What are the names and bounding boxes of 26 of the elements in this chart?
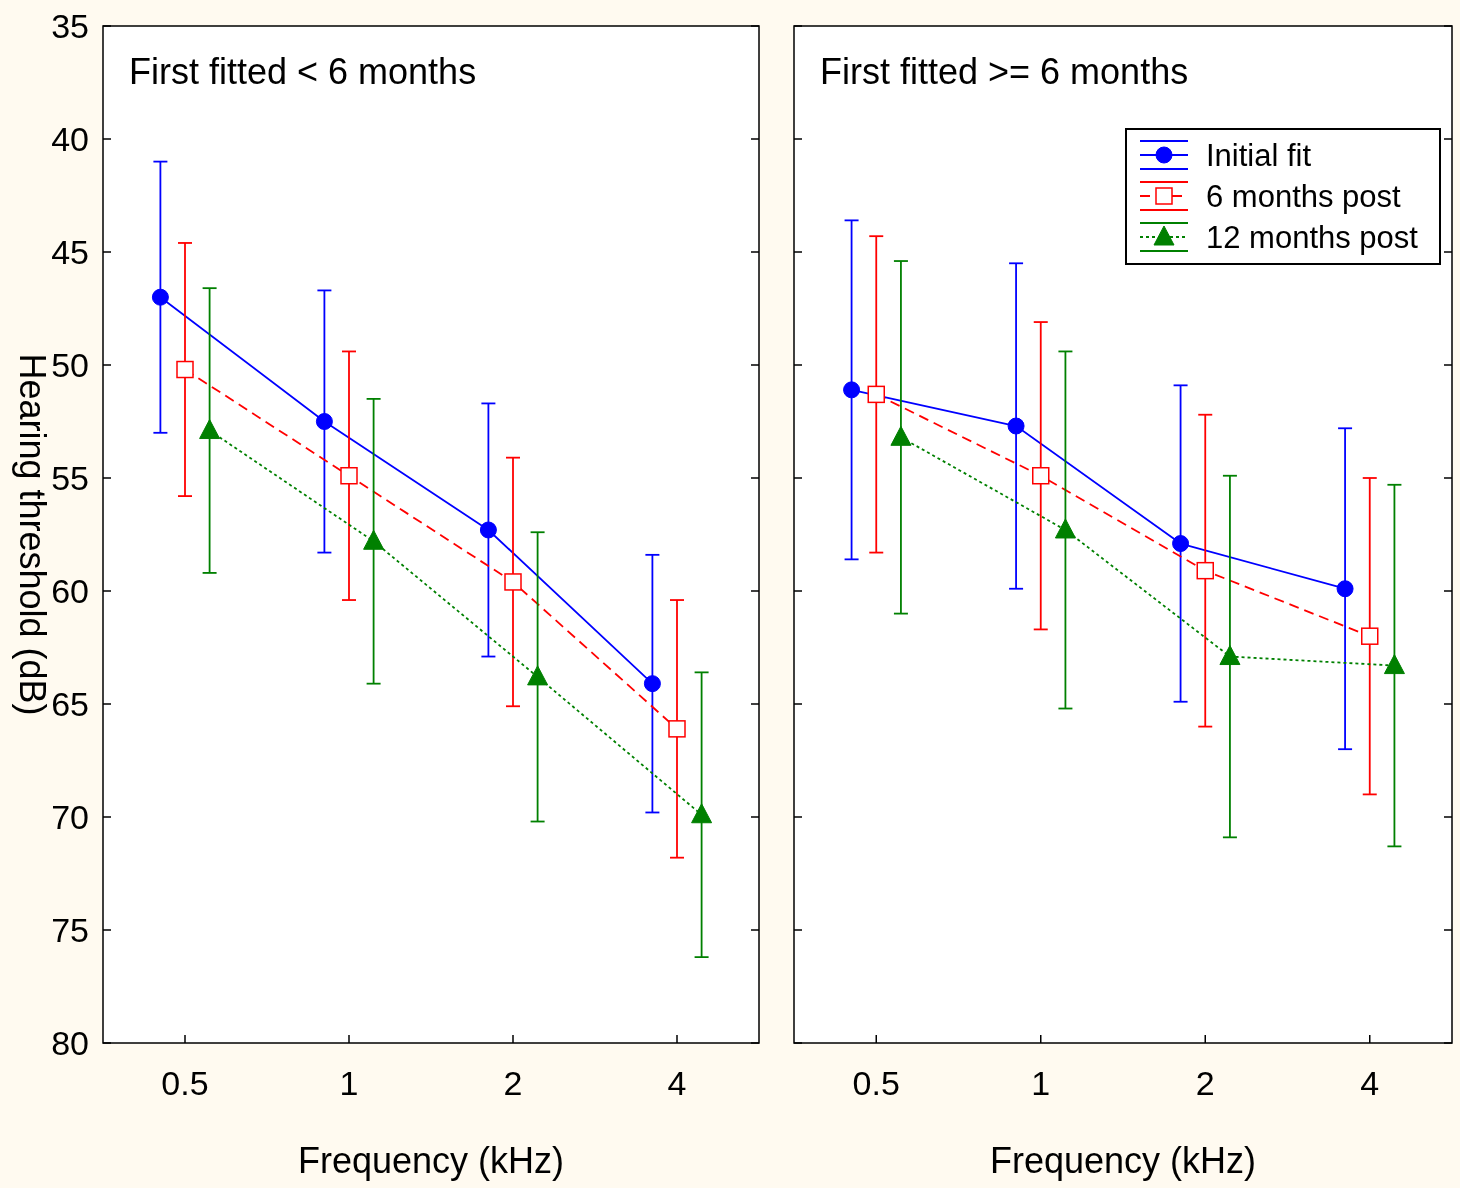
y-tick-label: 45 [51,232,89,271]
x-tick-label: 4 [667,1064,687,1102]
y-tick-label: 80 [51,1023,89,1062]
x-tick-label: 2 [1195,1064,1215,1102]
y-tick-label: 50 [51,345,89,384]
legend-label: 6 months post [1206,179,1402,214]
x-axis-title: Frequency (kHz) [989,1140,1257,1181]
x-tick-label: 1 [1031,1064,1051,1102]
y-tick-label: 55 [51,458,89,497]
y-tick-label: 35 [51,6,89,45]
legend-label: 12 months post [1206,220,1419,255]
x-tick-label: 0.5 [852,1064,900,1102]
x-tick-label: 0.5 [161,1064,209,1102]
x-tick-label: 4 [1360,1064,1380,1102]
y-tick-label: 70 [51,797,89,836]
y-tick-label: 75 [51,910,89,949]
x-tick-label: 2 [503,1064,523,1102]
y-axis-title: Hearing threshold (dB) [12,353,53,716]
legend-label: Initial fit [1206,138,1312,173]
text: First fitted < 6 months [129,51,477,92]
y-tick-label: 65 [51,684,89,723]
x-axis-title: Frequency (kHz) [297,1140,565,1181]
y-tick-label: 40 [51,119,89,158]
x-tick-label: 1 [339,1064,359,1102]
text: First fitted >= 6 months [820,51,1189,92]
y-tick-label: 60 [51,571,89,610]
